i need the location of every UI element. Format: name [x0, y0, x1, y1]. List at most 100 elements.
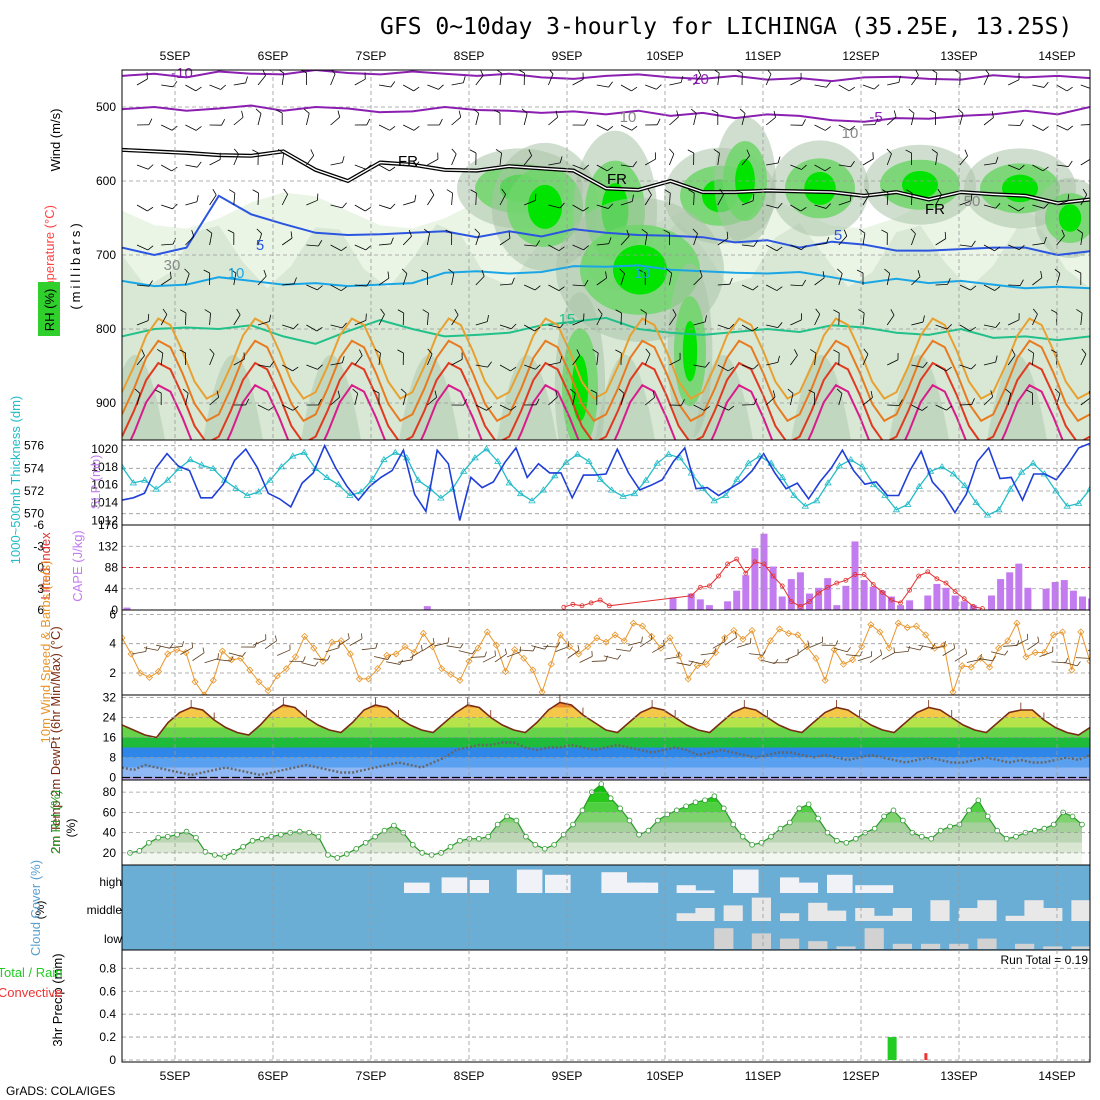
- precip-bar: [887, 1037, 897, 1060]
- wind-barb: [983, 110, 994, 126]
- wind-barb: [711, 109, 719, 126]
- rh2m-point: [334, 855, 341, 861]
- wind10m-point: [940, 641, 948, 649]
- wind10m-barb: [361, 642, 378, 651]
- date-label-bottom: 6SEP: [258, 1069, 289, 1083]
- lifted-index-label: Lifted Index: [38, 532, 53, 600]
- wind10m-barb: [918, 643, 936, 649]
- wind-barb: [717, 231, 729, 246]
- wind-barb: [448, 268, 455, 286]
- date-label-bottom: 12SEP: [842, 1069, 879, 1083]
- temp2m-panel: [122, 695, 1090, 780]
- slp-point: [687, 469, 696, 476]
- li-point: [725, 561, 730, 567]
- wind-barb: [230, 268, 237, 286]
- wind-barb: [185, 229, 195, 246]
- rh2m-point: [391, 822, 397, 829]
- rh2m-point: [636, 831, 642, 838]
- wind-barb: [814, 124, 831, 131]
- rh2m-point: [843, 839, 850, 846]
- wind10m-point: [511, 646, 519, 654]
- cape-bar: [906, 600, 914, 610]
- slp-point: [642, 476, 650, 483]
- cloud-cell-high: [855, 885, 875, 893]
- wind-barb: [887, 75, 901, 86]
- wind10m-point: [255, 678, 263, 686]
- cloud-cell-middle: [695, 908, 715, 921]
- cloud-row-high: high: [99, 875, 122, 889]
- wind-barb: [303, 108, 310, 126]
- cape-bar: [824, 578, 832, 610]
- wind-barb: [473, 108, 480, 126]
- wind-barb: [493, 109, 501, 126]
- rh2m-point: [871, 825, 878, 832]
- wind-barb: [713, 148, 720, 166]
- cloud-cell-high: [780, 877, 800, 893]
- slp-point: [1063, 502, 1071, 509]
- run-total-text: Run Total = 0.19: [1000, 953, 1088, 967]
- contour-label: 5: [834, 227, 842, 244]
- slp-point: [961, 481, 969, 489]
- wind-barb: [572, 72, 584, 86]
- slp-point: [380, 455, 388, 463]
- wind-barb: [664, 189, 671, 206]
- wind-barb: [378, 124, 396, 131]
- slp-point: [346, 491, 354, 498]
- isotherm-line: [122, 317, 1090, 400]
- wind-barb: [185, 161, 202, 168]
- rh-column: [122, 354, 165, 440]
- wind-barb: [572, 349, 581, 366]
- wind-barb: [397, 309, 405, 326]
- slp-point: [744, 459, 753, 466]
- contour-label: -5: [869, 109, 882, 126]
- date-label-top: 13SEP: [940, 49, 977, 63]
- slp-point: [995, 506, 1003, 513]
- rh-unit: (%): [64, 819, 78, 838]
- wind-barb: [1032, 203, 1049, 209]
- wind-barb: [136, 72, 148, 86]
- rh-label: RH (%): [42, 289, 57, 332]
- wind-barb: [134, 388, 141, 406]
- wind-barb: [475, 269, 485, 286]
- wind-barb: [639, 269, 646, 286]
- wind-barb: [931, 148, 938, 166]
- wind-barb: [596, 124, 614, 131]
- wind10m-barb: [192, 647, 205, 661]
- li-point: [861, 572, 867, 577]
- wind10m-barb: [882, 647, 895, 660]
- slp-point: [437, 494, 445, 501]
- rh2m-point: [966, 807, 972, 814]
- wind-barb: [669, 148, 675, 166]
- wind-barb: [282, 277, 297, 286]
- upper-air-labels: -10 -10 -5 FR FR FR 5 5 10 10 15 10 10 30 50: [164, 65, 981, 328]
- slp-point: [721, 491, 730, 498]
- wind-barb: [136, 280, 153, 287]
- wind-barb: [1032, 271, 1043, 286]
- wind-barb: [856, 269, 864, 286]
- wind-barb: [469, 149, 477, 166]
- wind10m-point: [228, 656, 236, 664]
- cloud-cell-high: [827, 874, 853, 893]
- wind10m-barb: [168, 641, 185, 649]
- li-point: [889, 597, 894, 603]
- wind-barb: [808, 389, 816, 406]
- cloud-cell-middle: [808, 902, 828, 921]
- wind10m-barb: [531, 644, 549, 650]
- li-point: [870, 582, 876, 587]
- wind-barb: [1080, 188, 1088, 206]
- wind-barb: [983, 203, 1001, 209]
- cape-bar: [1079, 596, 1086, 610]
- cape-bar: [924, 595, 932, 610]
- precip-tick-label: 0.6: [99, 984, 116, 998]
- cloud-cell-high: [695, 890, 715, 893]
- wind10m-barb: [398, 654, 414, 663]
- wind10m-point: [976, 654, 984, 662]
- rh-tick-label: 60: [103, 805, 117, 819]
- isotherm-line: [122, 194, 1090, 257]
- wind-barb: [330, 70, 336, 86]
- rh2m-point: [174, 831, 180, 838]
- wind-barb: [790, 164, 807, 170]
- slp-point: [198, 461, 206, 468]
- wind-barb: [572, 164, 590, 170]
- wind10m-point: [145, 673, 153, 681]
